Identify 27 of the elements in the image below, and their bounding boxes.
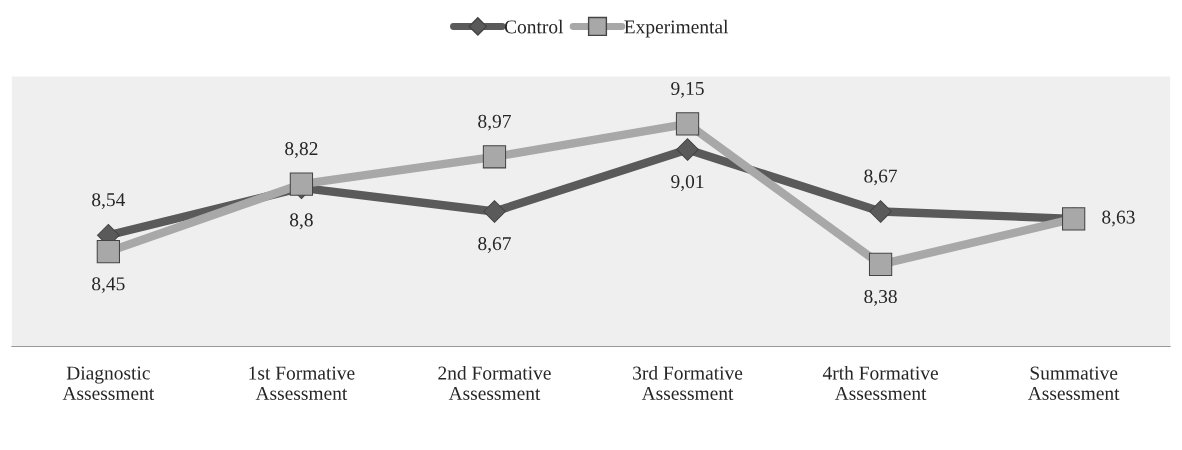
x-tick-label: Summative Assessment xyxy=(1027,366,1120,400)
legend-label: Control xyxy=(504,19,564,34)
data-label: 8,45 xyxy=(92,277,125,294)
point xyxy=(483,200,506,223)
data-label: 8,63 xyxy=(1102,210,1135,227)
x-tick-label: 3rd Formative Assessment xyxy=(633,365,743,400)
data-label: 8,8 xyxy=(290,213,313,230)
x-tick-label: 1st Formative Assessment xyxy=(249,366,355,400)
point xyxy=(868,252,893,277)
data-label: 8,67 xyxy=(864,169,898,186)
data-label: 8,67 xyxy=(478,237,511,253)
data-label: 9,01 xyxy=(671,175,704,191)
point xyxy=(675,112,700,136)
legend-label: Experimental xyxy=(624,19,729,38)
data-label: 8,38 xyxy=(864,289,897,306)
x-tick-label: 2nd Formative Assessment xyxy=(438,365,551,400)
data-label: 8,54 xyxy=(92,193,126,210)
point xyxy=(676,138,699,161)
point xyxy=(869,200,892,223)
point xyxy=(289,172,314,196)
x-tick-label: Diagnostic Assessment xyxy=(62,366,155,400)
point xyxy=(96,240,120,264)
data-label: 8,97 xyxy=(478,114,511,131)
point xyxy=(482,145,507,169)
data-label: 8,82 xyxy=(285,142,318,158)
x-tick-label: 4rth Formative Assessment xyxy=(822,365,938,400)
data-label: 9,15 xyxy=(671,81,704,98)
